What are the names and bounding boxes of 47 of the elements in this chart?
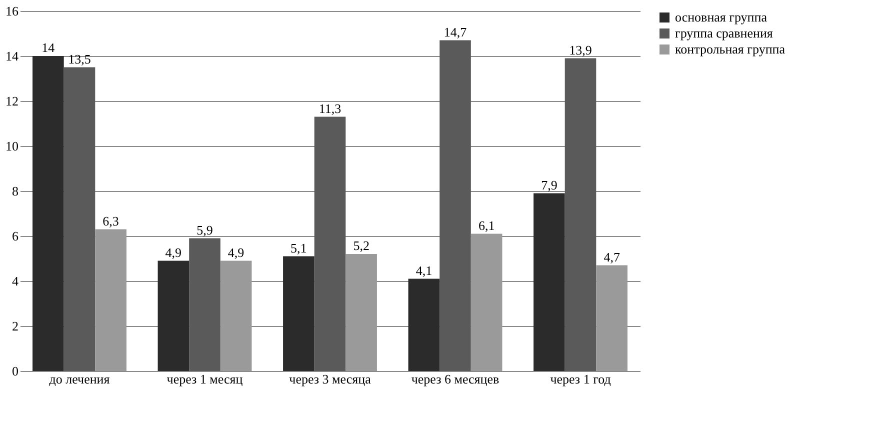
- data-label: 6,3: [102, 213, 119, 228]
- bar: [158, 260, 190, 371]
- y-tick-label: 4: [12, 274, 19, 288]
- y-tick-label: 8: [12, 184, 18, 198]
- x-tick-label: через 1 год: [550, 372, 612, 386]
- bar: [596, 265, 628, 371]
- x-tick-label: до лечения: [49, 372, 110, 386]
- bar: [95, 229, 126, 371]
- bar: [470, 234, 502, 371]
- data-label: 14: [42, 40, 56, 55]
- y-tick-label: 16: [6, 4, 19, 18]
- data-label: 5,1: [290, 240, 307, 256]
- bar: [283, 256, 314, 371]
- data-label: 6,1: [478, 218, 495, 233]
- data-label: 4,9: [165, 244, 182, 260]
- legend-label: основная группа: [675, 10, 768, 24]
- y-tick-label: 12: [6, 94, 18, 108]
- data-label: 11,3: [318, 100, 342, 116]
- bar: [220, 260, 252, 371]
- bar: [564, 58, 596, 371]
- bar: [189, 238, 220, 371]
- y-tick-label: 2: [12, 318, 18, 334]
- data-label: 4,9: [228, 244, 244, 260]
- data-label: 5,9: [196, 222, 213, 238]
- data-label: 4,7: [604, 249, 620, 264]
- x-tick-label: через 6 месяцев: [411, 372, 500, 386]
- y-tick-label: 10: [6, 138, 18, 154]
- bar: [408, 278, 440, 371]
- bar: [346, 254, 377, 371]
- bar: [534, 193, 565, 371]
- legend-label: контрольная группа: [675, 42, 786, 56]
- data-label: 13,9: [569, 42, 592, 58]
- bar: [32, 56, 64, 371]
- data-label: 5,2: [353, 238, 370, 253]
- x-tick-label: через 1 месяц: [166, 372, 243, 386]
- x-tick-label: через 3 месяца: [289, 372, 372, 386]
- y-tick-label: 14: [6, 48, 19, 64]
- y-tick-label: 6: [12, 228, 19, 244]
- bar: [440, 40, 471, 371]
- bar: [314, 116, 346, 371]
- legend-label: группа сравнения: [675, 26, 773, 40]
- data-label: 13,5: [68, 51, 91, 66]
- y-tick-label: 0: [12, 364, 18, 378]
- data-label: 14,7: [444, 24, 468, 40]
- bar: [64, 67, 96, 371]
- data-label: 7,9: [541, 177, 558, 192]
- data-label: 4,1: [416, 262, 432, 278]
